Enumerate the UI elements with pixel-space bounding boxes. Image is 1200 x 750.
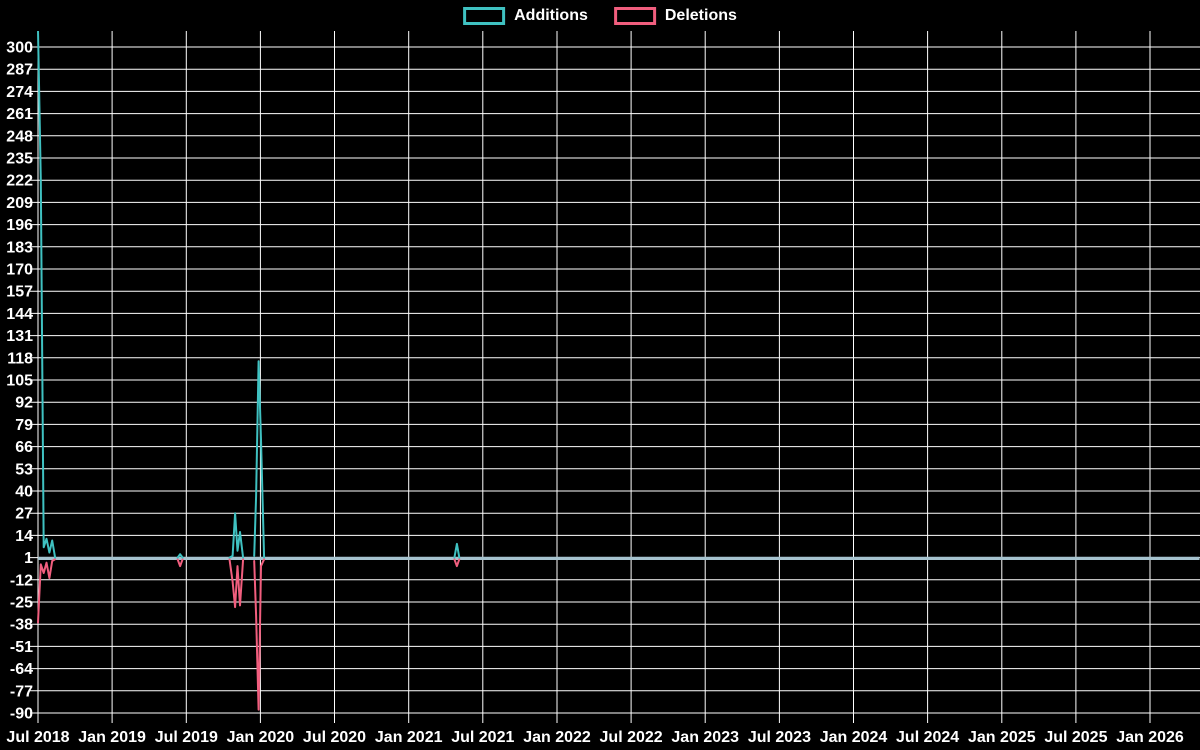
x-tick-label: Jan 2021 [375,729,443,746]
y-tick-label: -25 [10,595,33,612]
deletions-line-segment [37,558,57,624]
x-tick-label: Jan 2019 [78,729,146,746]
x-tick-label: Jul 2020 [303,729,366,746]
y-tick-label: 300 [6,40,33,57]
y-tick-label: 131 [6,328,33,345]
x-tick-label: Jan 2025 [968,729,1036,746]
x-tick-label: Jan 2024 [820,729,888,746]
deletions-line-segment [228,558,245,609]
legend-label-deletions: Deletions [664,7,737,24]
y-tick-label: -90 [10,706,33,723]
x-tick-label: Jul 2019 [155,729,218,746]
additions-swatch-icon [463,7,506,25]
y-tick-label: 248 [6,128,33,145]
deletions-line-segment [253,558,266,711]
chart-legend: Additions Deletions [463,7,737,25]
y-tick-label: 1 [24,550,33,567]
x-tick-label: Jul 2022 [600,729,663,746]
y-tick-label: 40 [15,484,33,501]
y-tick-label: 14 [15,528,33,545]
legend-label-additions: Additions [514,7,588,24]
y-tick-label: 170 [6,262,33,279]
deletions-line-segment [453,558,461,568]
x-tick-label: Jul 2018 [6,729,69,746]
additions-line-segment [453,542,461,559]
y-tick-label: 196 [6,217,33,234]
y-tick-label: 79 [15,417,33,434]
additions-line-segment [228,512,245,559]
y-tick-label: 235 [6,151,33,168]
y-tick-label: -12 [10,572,33,589]
y-tick-label: -64 [10,661,33,678]
additions-line-segment [176,553,184,559]
y-tick-label: 157 [6,284,33,301]
x-tick-label: Jul 2021 [451,729,514,746]
legend-item-deletions[interactable]: Deletions [613,7,737,25]
y-tick-label: 118 [7,350,33,367]
y-tick-label: 53 [15,461,33,478]
deletions-line-segment [176,558,184,568]
x-tick-label: Jul 2024 [896,729,959,746]
y-tick-label: -51 [10,639,33,656]
x-tick-label: Jan 2023 [671,729,739,746]
y-tick-label: 66 [15,439,33,456]
legend-item-additions[interactable]: Additions [463,7,588,25]
x-tick-label: Jan 2020 [227,729,295,746]
y-tick-label: 27 [15,506,33,523]
y-tick-label: 144 [6,306,33,323]
x-tick-label: Jul 2025 [1044,729,1107,746]
additions-line-segment [253,360,266,559]
x-tick-label: Jul 2023 [748,729,811,746]
y-tick-label: 222 [6,173,33,190]
y-tick-label: 183 [6,239,33,256]
y-tick-label: -38 [10,617,33,634]
y-tick-label: 105 [6,373,33,390]
y-tick-label: 287 [6,62,33,79]
additions-line-segment [37,31,57,559]
x-tick-label: Jan 2022 [523,729,591,746]
y-tick-label: 274 [6,84,33,101]
y-tick-label: -77 [10,683,33,700]
x-tick-label: Jan 2026 [1116,729,1184,746]
y-tick-label: 209 [6,195,33,212]
y-tick-label: 92 [15,395,33,412]
y-tick-label: 261 [6,106,33,123]
deletions-swatch-icon [613,7,656,25]
